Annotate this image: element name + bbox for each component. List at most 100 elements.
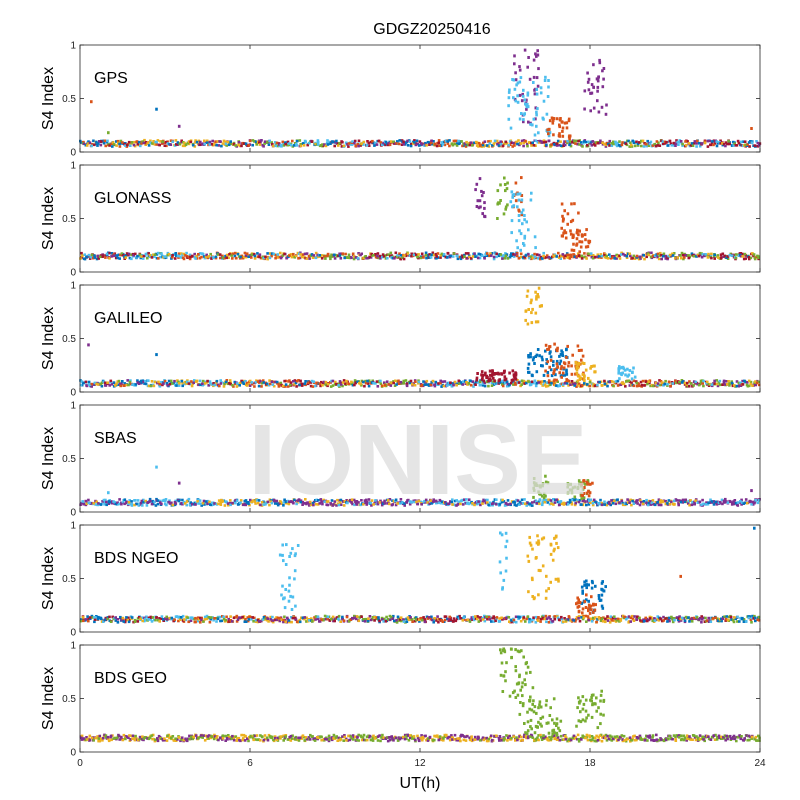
- event-point: [576, 228, 579, 232]
- data-point: [632, 502, 636, 505]
- data-point: [233, 380, 237, 384]
- data-point: [401, 501, 404, 504]
- data-point: [734, 144, 738, 147]
- data-point: [625, 502, 628, 506]
- data-point: [356, 380, 359, 384]
- data-point: [173, 257, 177, 260]
- data-point: [119, 139, 123, 143]
- data-point: [505, 142, 509, 145]
- data-point: [662, 252, 666, 256]
- data-point: [561, 383, 565, 386]
- data-point: [278, 619, 282, 623]
- data-point: [249, 498, 252, 502]
- data-point: [420, 252, 424, 256]
- data-point: [600, 617, 604, 620]
- event-point: [504, 545, 507, 549]
- data-point: [643, 384, 646, 387]
- data-point: [661, 500, 665, 503]
- data-point: [559, 144, 563, 148]
- data-point: [349, 498, 352, 502]
- data-point: [333, 619, 336, 623]
- data-point: [104, 384, 108, 387]
- data-point: [606, 619, 610, 622]
- data-point: [475, 254, 479, 258]
- data-point: [673, 499, 676, 503]
- data-point: [572, 141, 576, 144]
- data-point: [429, 256, 433, 259]
- data-point: [724, 500, 728, 504]
- data-point: [102, 380, 106, 384]
- data-point: [459, 257, 463, 261]
- event-point: [594, 370, 597, 374]
- data-point: [635, 140, 638, 144]
- y-axis-label: S4 Index: [40, 307, 57, 370]
- data-point: [132, 620, 135, 624]
- data-point: [522, 616, 526, 619]
- data-point: [419, 500, 423, 504]
- data-point: [582, 498, 585, 502]
- data-point: [647, 499, 651, 503]
- data-point: [256, 380, 260, 383]
- event-point: [576, 344, 580, 348]
- y-axis-label: S4 Index: [40, 187, 57, 250]
- data-point: [362, 380, 365, 384]
- data-point: [601, 143, 605, 146]
- data-point: [570, 380, 574, 383]
- data-point: [659, 503, 663, 507]
- data-point: [678, 139, 682, 142]
- data-point: [740, 498, 743, 502]
- data-point: [625, 617, 628, 621]
- data-point: [202, 499, 206, 503]
- data-point: [167, 252, 171, 256]
- event-point: [621, 371, 624, 375]
- data-point: [263, 140, 267, 143]
- data-point: [244, 620, 248, 623]
- data-point: [150, 616, 153, 619]
- data-point: [227, 143, 231, 147]
- data-point: [342, 504, 346, 507]
- data-point: [237, 143, 240, 147]
- data-point: [623, 615, 626, 619]
- data-point: [719, 253, 723, 256]
- data-point: [588, 499, 591, 502]
- data-point: [364, 617, 368, 621]
- data-point: [326, 615, 330, 619]
- data-point: [239, 381, 242, 385]
- event-point: [602, 77, 605, 81]
- data-point: [198, 256, 202, 260]
- data-point: [177, 619, 180, 623]
- data-point: [442, 254, 446, 258]
- data-point: [388, 498, 392, 501]
- event-point: [558, 123, 561, 127]
- data-point: [741, 252, 744, 256]
- data-point: [180, 139, 183, 143]
- data-point: [476, 256, 480, 260]
- data-point: [160, 502, 163, 506]
- data-point: [212, 256, 215, 260]
- data-point: [495, 617, 498, 621]
- data-point: [585, 257, 588, 260]
- data-point: [362, 143, 365, 146]
- data-point: [189, 501, 192, 504]
- data-point: [754, 616, 757, 620]
- data-point: [607, 501, 611, 504]
- data-point: [680, 251, 684, 255]
- data-point: [649, 384, 652, 388]
- data-point: [257, 620, 261, 623]
- data-point: [511, 620, 514, 624]
- data-point: [721, 142, 724, 145]
- data-point: [232, 616, 236, 620]
- event-point: [540, 494, 544, 498]
- data-point: [284, 142, 287, 146]
- event-point: [527, 120, 530, 124]
- data-point: [555, 142, 558, 145]
- data-point: [420, 503, 423, 506]
- event-point: [526, 93, 530, 97]
- data-point: [136, 142, 140, 146]
- data-point: [297, 257, 300, 260]
- data-point: [312, 254, 316, 257]
- data-point: [180, 256, 183, 259]
- data-point: [686, 140, 689, 143]
- data-point: [149, 255, 152, 259]
- data-point: [737, 384, 740, 388]
